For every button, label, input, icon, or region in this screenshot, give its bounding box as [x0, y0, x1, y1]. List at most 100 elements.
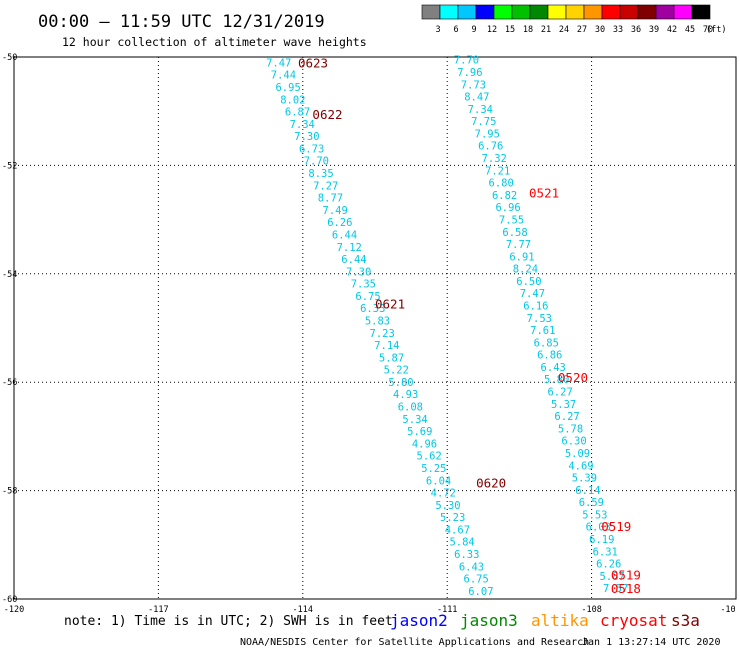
- color-scale-label: 18: [523, 25, 533, 35]
- wave-height-value: 8.77: [318, 193, 343, 205]
- wave-height-value: 6.43: [459, 561, 484, 573]
- color-swatch: [457, 4, 477, 20]
- wave-height-value: 7.30: [346, 266, 371, 278]
- color-swatch: [493, 4, 513, 20]
- wave-height-value: 7.32: [482, 153, 507, 165]
- wave-height-value: 4.67: [445, 524, 470, 536]
- wave-height-value: 7.70: [304, 156, 329, 168]
- wave-height-value: 6.30: [561, 436, 586, 448]
- wave-height-value: 5.78: [558, 423, 583, 435]
- wave-height-value: 6.07: [468, 586, 493, 598]
- pass-time-label: 0622: [312, 107, 342, 122]
- wave-height-value: 7.44: [271, 70, 296, 82]
- pass-time-label: 0518: [611, 581, 641, 596]
- color-scale-label: 24: [559, 25, 569, 35]
- color-swatch: [583, 4, 603, 20]
- wave-height-value: 7.23: [370, 328, 395, 340]
- pass-time-label: 0623: [298, 55, 328, 70]
- wave-height-value: 7.21: [485, 165, 510, 177]
- wave-height-value: 6.86: [537, 350, 562, 362]
- x-axis-tick-labels: -120 -117 -114 -111 -108 -10: [4, 605, 736, 615]
- color-scale-unit: (ft): [706, 25, 726, 35]
- wave-height-value: 5.87: [600, 571, 625, 583]
- color-swatch: [637, 4, 657, 20]
- pass-time-label: 0620: [476, 475, 506, 490]
- color-swatch: [511, 4, 531, 20]
- wave-height-value: 6.95: [275, 82, 300, 94]
- wave-height-value: 5.39: [572, 473, 597, 485]
- wave-height-value: 7.12: [337, 242, 362, 254]
- color-scale-label: 12: [487, 25, 497, 35]
- wave-height-value: 5.53: [582, 509, 607, 521]
- x-tick-label: -10: [720, 605, 735, 615]
- color-scale-label: 21: [541, 25, 551, 35]
- y-tick-label: -52: [2, 161, 17, 171]
- x-tick-label: -120: [4, 605, 24, 615]
- wave-height-value: 7.35: [351, 279, 376, 291]
- grid-lines: [14, 57, 736, 599]
- color-scale-label: 70: [703, 25, 713, 35]
- pass-time-label: 0519: [611, 568, 641, 583]
- color-swatch: [565, 4, 585, 20]
- wave-height-value: 7.47: [520, 288, 545, 300]
- wave-height-value: 7.96: [457, 67, 482, 79]
- wave-height-value: 8.35: [308, 168, 333, 180]
- wave-height-value: 6.19: [589, 534, 614, 546]
- color-scale-label: 9: [471, 25, 476, 35]
- wave-height-value: 5.30: [435, 500, 460, 512]
- color-scale-label: 3: [435, 25, 440, 35]
- wave-height-value: 7.27: [313, 180, 338, 192]
- color-swatch: [619, 4, 639, 20]
- wave-height-value: 6.87: [285, 107, 310, 119]
- wave-height-value: 6.91: [509, 251, 534, 263]
- x-tick-label: -108: [581, 605, 601, 615]
- color-swatch: [547, 4, 567, 20]
- pass-time-label: 0520: [558, 370, 588, 385]
- wave-height-value: 6.31: [593, 546, 618, 558]
- wave-height-value: 5.87: [379, 352, 404, 364]
- wave-height-value: 5.34: [402, 414, 427, 426]
- wave-height-value: 7.49: [323, 205, 348, 217]
- wave-height-value: 6.59: [579, 497, 604, 509]
- wave-height-value: 5.22: [384, 365, 409, 377]
- color-swatch: [601, 4, 621, 20]
- wave-height-value: 8.47: [464, 92, 489, 104]
- satellite-legend-altika: altika: [531, 611, 589, 630]
- wave-height-value: 7.34: [290, 119, 315, 131]
- wave-height-value: 5.23: [440, 512, 465, 524]
- x-tick-label: -111: [437, 605, 457, 615]
- wave-height-value: 7.53: [527, 313, 552, 325]
- color-scale-label: 39: [649, 25, 659, 35]
- wave-height-value: 4.72: [431, 488, 456, 500]
- wave-height-value: 4.93: [393, 389, 418, 401]
- color-scale-label: 42: [667, 25, 677, 35]
- color-swatch: [421, 4, 441, 20]
- color-scale-label: 27: [577, 25, 587, 35]
- satellite-legend: jason2 jason3 altika cryosat s3a: [390, 611, 700, 630]
- wave-height-value: 8.24: [513, 264, 538, 276]
- wave-height-value: 7.34: [468, 104, 493, 116]
- satellite-legend-cryosat: cryosat: [600, 611, 667, 630]
- footnote: note: 1) Time is in UTC; 2) SWH is in fe…: [64, 614, 393, 629]
- satellite-legend-jason2: jason2: [390, 611, 448, 630]
- y-tick-label: -50: [2, 53, 17, 63]
- color-swatch: [691, 4, 711, 20]
- wave-height-value: 6.44: [332, 229, 357, 241]
- color-scale-label: 15: [505, 25, 515, 35]
- wave-height-value: 6.76: [478, 141, 503, 153]
- wave-height-value: 7.77: [506, 239, 531, 251]
- wave-height-value: 6.82: [492, 190, 517, 202]
- wave-height-value: 7.55: [499, 214, 524, 226]
- x-tick-label: -117: [148, 605, 168, 615]
- y-tick-label: -58: [2, 487, 17, 497]
- wave-height-value: 7.95: [475, 128, 500, 140]
- pass-time-label: 0521: [529, 186, 559, 201]
- satellite-legend-s3a: s3a: [671, 611, 700, 630]
- wave-height-value: 7.75: [471, 116, 496, 128]
- wave-height-value: 6.44: [341, 254, 366, 266]
- wave-height-values: 7.477.446.958.026.877.347.306.737.708.35…: [266, 55, 628, 598]
- wave-height-value: 6.26: [596, 559, 621, 571]
- y-tick-label: -56: [2, 378, 17, 388]
- wave-height-value: 5.69: [407, 426, 432, 438]
